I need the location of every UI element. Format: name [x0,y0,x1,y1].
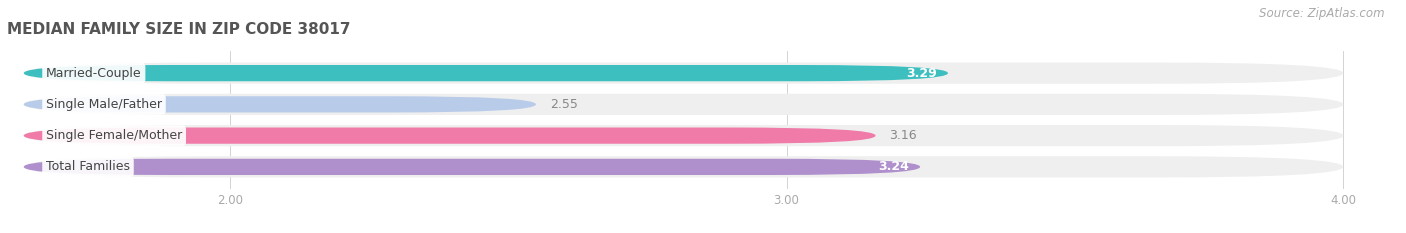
FancyBboxPatch shape [24,127,876,144]
Text: Single Male/Father: Single Male/Father [46,98,162,111]
FancyBboxPatch shape [24,65,948,81]
Text: 3.29: 3.29 [905,67,936,80]
Text: 3.24: 3.24 [879,160,910,173]
FancyBboxPatch shape [24,96,536,113]
Text: Single Female/Mother: Single Female/Mother [46,129,183,142]
Text: 3.16: 3.16 [890,129,917,142]
Text: MEDIAN FAMILY SIZE IN ZIP CODE 38017: MEDIAN FAMILY SIZE IN ZIP CODE 38017 [7,22,350,37]
Text: 2.55: 2.55 [550,98,578,111]
FancyBboxPatch shape [24,125,1343,146]
FancyBboxPatch shape [24,156,1343,178]
FancyBboxPatch shape [24,62,1343,84]
FancyBboxPatch shape [24,159,920,175]
FancyBboxPatch shape [24,94,1343,115]
Text: Married-Couple: Married-Couple [46,67,142,80]
Text: Total Families: Total Families [46,160,129,173]
Text: Source: ZipAtlas.com: Source: ZipAtlas.com [1260,7,1385,20]
